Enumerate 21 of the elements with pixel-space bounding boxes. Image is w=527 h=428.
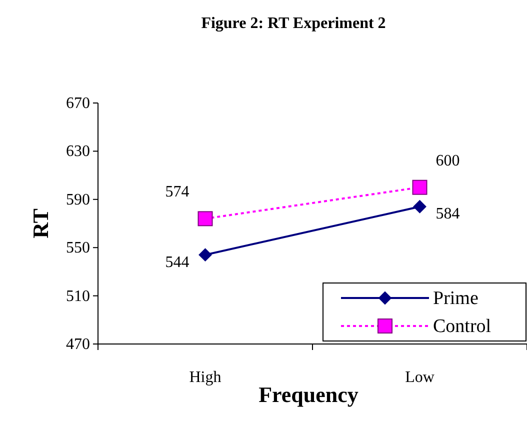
y-tick-label: 670 [66,95,90,112]
point [412,180,428,195]
x-tick-label: High [189,369,222,386]
point [413,200,426,214]
point [198,211,213,226]
y-tick-label: 510 [66,288,90,305]
data-label: 544 [165,254,190,271]
y-tick-label: 590 [66,191,90,208]
legend-label: Control [433,316,492,337]
x-tick-label: Low [405,369,435,386]
y-tick-label: 470 [66,336,90,353]
data-label: 574 [165,184,190,201]
y-tick-label: 550 [66,240,90,257]
data-label: 584 [436,206,460,223]
chart-title: Figure 2: RT Experiment 2 [201,15,386,32]
legend-label: Prime [433,288,478,309]
y-tick-label: 630 [66,143,90,160]
data-label: 600 [436,152,460,170]
point [198,248,212,262]
x-axis-title: Frequency [258,382,358,407]
y-axis-title: RT [28,208,53,238]
